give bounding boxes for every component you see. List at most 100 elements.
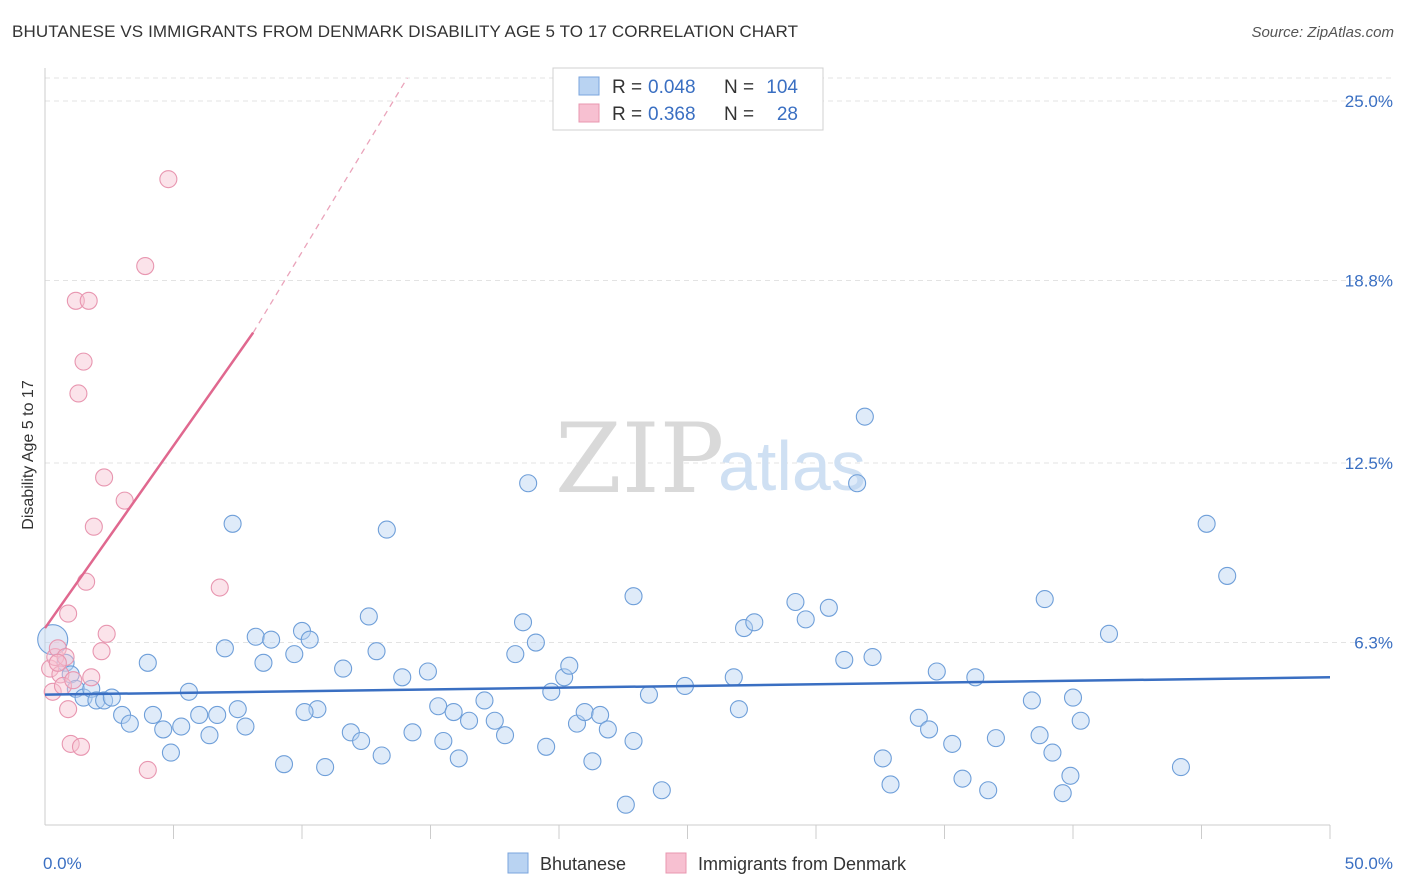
point-bhutanese-65 (624, 587, 643, 606)
point-immigrants-denmark-1 (43, 682, 62, 701)
stats-n-label-2: N = (724, 104, 754, 125)
point-immigrants-denmark-26 (59, 604, 78, 623)
point-bhutanese-96 (1071, 711, 1090, 730)
point-bhutanese-8 (102, 688, 121, 707)
point-bhutanese-88 (986, 729, 1005, 748)
stats-swatch-blue (578, 76, 600, 96)
point-immigrants-denmark-23 (138, 760, 157, 780)
point-bhutanese-75 (835, 650, 854, 669)
point-bhutanese-82 (920, 720, 939, 739)
point-immigrants-denmark-13 (74, 352, 93, 371)
point-bhutanese-62 (591, 705, 610, 724)
point-bhutanese-11 (138, 653, 157, 672)
point-bhutanese-79 (873, 749, 892, 768)
point-immigrants-denmark-17 (84, 517, 103, 536)
point-immigrants-denmark-8 (61, 734, 80, 753)
point-bhutanese-23 (236, 717, 255, 736)
stats-n-label-1: N = (724, 77, 754, 98)
point-immigrants-denmark-12 (71, 737, 91, 756)
point-bhutanese-18 (200, 726, 219, 745)
point-bhutanese-20 (215, 639, 234, 658)
point-immigrants-denmark-22 (136, 256, 155, 276)
point-bhutanese-32 (316, 758, 335, 777)
point-bhutanese-74 (819, 598, 838, 617)
point-bhutanese-69 (729, 700, 748, 719)
point-immigrants-denmark-11 (69, 384, 88, 403)
point-bhutanese-90 (1030, 726, 1049, 745)
watermark-zip: ZIP (555, 403, 724, 515)
point-bhutanese-92 (1043, 743, 1062, 762)
point-bhutanese-46 (449, 749, 468, 768)
point-bhutanese-66 (639, 685, 659, 704)
x-tick-labels: 0.0% 50.0% (43, 854, 1393, 873)
stats-r-value-1: 0.048 (648, 77, 696, 98)
stats-n-value-1: 104 (766, 77, 798, 98)
axes (44, 68, 1331, 839)
point-bhutanese-54 (526, 633, 545, 652)
point-bhutanese-40 (393, 668, 412, 687)
point-bhutanese-100 (1218, 566, 1237, 585)
point-bhutanese-70 (734, 619, 754, 638)
point-bhutanese-37 (367, 642, 386, 661)
trend-lines (43, 77, 1331, 696)
point-bhutanese-35 (352, 731, 371, 751)
point-bhutanese-58 (560, 656, 579, 675)
point-bhutanese-93 (1053, 784, 1072, 803)
point-bhutanese-91 (1035, 590, 1054, 609)
point-bhutanese-41 (403, 723, 422, 742)
watermark: ZIP atlas (555, 403, 866, 515)
point-bhutanese-89 (1022, 691, 1041, 710)
point-bhutanese-48 (475, 691, 494, 710)
point-bhutanese-43 (429, 697, 448, 716)
point-immigrants-denmark-10 (66, 291, 85, 310)
point-bhutanese-77 (855, 407, 874, 426)
point-immigrants-denmark-9 (64, 671, 83, 690)
point-bhutanese-39 (377, 520, 396, 539)
trend-line-immigrants-denmark (43, 331, 255, 629)
point-bhutanese-36 (359, 607, 378, 626)
legend-swatch-bhutanese (507, 852, 529, 874)
point-immigrants-denmark-18 (92, 642, 111, 661)
y-tick-label-0: 6.3% (1354, 634, 1393, 653)
point-bhutanese-57 (555, 668, 574, 687)
y-tick-label-3: 25.0% (1345, 92, 1393, 111)
point-bhutanese-80 (881, 775, 900, 794)
grid-lines (45, 77, 1392, 644)
point-bhutanese-10 (120, 714, 139, 733)
trend-line-immigrants-denmark-extension (252, 77, 408, 333)
y-tick-label-1: 12.5% (1345, 454, 1393, 473)
series-immigrants-denmark (41, 170, 229, 780)
point-bhutanese-78 (863, 647, 882, 667)
y-tick-labels: 6.3% 12.5% 18.8% 25.0% (1345, 92, 1393, 653)
stats-r-value-2: 0.368 (648, 104, 696, 125)
stats-r-label-1: R = (612, 77, 642, 98)
point-bhutanese-17 (190, 705, 209, 724)
point-immigrants-denmark-16 (82, 668, 101, 687)
point-bhutanese-95 (1063, 688, 1083, 707)
point-bhutanese-56 (542, 682, 561, 701)
point-bhutanese-76 (848, 474, 867, 493)
point-immigrants-denmark-24 (159, 170, 178, 189)
series-bhutanese (37, 407, 1237, 814)
point-immigrants-denmark-15 (79, 291, 98, 310)
point-bhutanese-28 (285, 645, 304, 664)
point-bhutanese-26 (262, 630, 281, 649)
trend-line-bhutanese (44, 676, 1331, 696)
x-tick-label-start: 0.0% (43, 854, 82, 873)
point-bhutanese-44 (434, 731, 453, 751)
point-bhutanese-63 (598, 720, 617, 739)
point-bhutanese-24 (246, 627, 265, 646)
point-immigrants-denmark-7 (59, 700, 78, 719)
point-bhutanese-49 (485, 711, 504, 730)
point-bhutanese-38 (372, 746, 391, 765)
point-bhutanese-12 (143, 705, 162, 724)
point-immigrants-denmark-25 (210, 578, 229, 597)
point-bhutanese-15 (172, 717, 191, 736)
y-axis-label: Disability Age 5 to 17 (20, 380, 37, 530)
point-bhutanese-87 (979, 781, 998, 800)
point-bhutanese-14 (161, 743, 180, 762)
point-bhutanese-71 (745, 613, 764, 632)
point-immigrants-denmark-27 (48, 653, 67, 672)
source-credit: Source: ZipAtlas.com (1251, 24, 1394, 41)
point-bhutanese-6 (87, 691, 106, 710)
